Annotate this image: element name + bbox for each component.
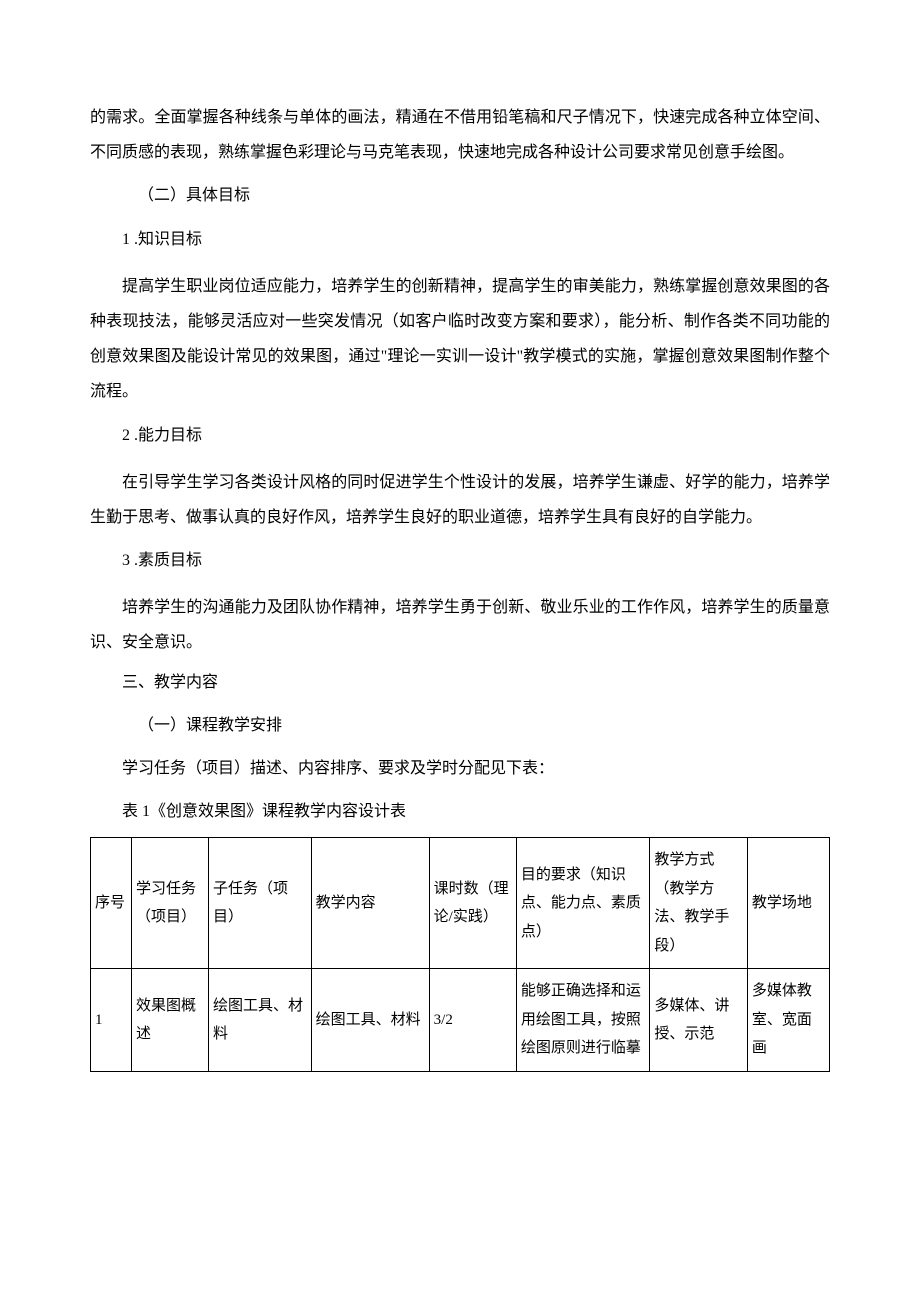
subsection-heading: （一）课程教学安排 (90, 708, 830, 743)
table-row: 1 效果图概述 绘图工具、材料 绘图工具、材料 3/2 能够正确选择和运用绘图工… (91, 969, 830, 1072)
table-header-cell: 子任务（项目） (209, 838, 312, 969)
table-header-cell: 序号 (91, 838, 132, 969)
course-content-table: 序号 学习任务（项目） 子任务（项目） 教学内容 课时数（理论/实践） 目的要求… (90, 837, 830, 1072)
subsection-heading: （二）具体目标 (90, 178, 830, 213)
body-paragraph: 培养学生的沟通能力及团队协作精神，培养学生勇于创新、敬业乐业的工作作风，培养学生… (90, 590, 830, 660)
table-cell: 3/2 (429, 969, 516, 1072)
table-cell: 1 (91, 969, 132, 1072)
table-header-row: 序号 学习任务（项目） 子任务（项目） 教学内容 课时数（理论/实践） 目的要求… (91, 838, 830, 969)
table-cell: 效果图概述 (132, 969, 209, 1072)
table-cell: 绘图工具、材料 (311, 969, 429, 1072)
table-cell: 多媒体教室、宽面画 (747, 969, 829, 1072)
body-paragraph: 在引导学生学习各类设计风格的同时促进学生个性设计的发展，培养学生谦虚、好学的能力… (90, 465, 830, 535)
body-paragraph: 提高学生职业岗位适应能力，培养学生的创新精神，提高学生的审美能力，熟练掌握创意效… (90, 269, 830, 410)
table-header-cell: 目的要求（知识点、能力点、素质点） (516, 838, 649, 969)
table-cell: 能够正确选择和运用绘图工具，按照绘图原则进行临摹 (516, 969, 649, 1072)
table-header-cell: 教学内容 (311, 838, 429, 969)
table-header-cell: 教学场地 (747, 838, 829, 969)
table-header-cell: 课时数（理论/实践） (429, 838, 516, 969)
body-paragraph: 的需求。全面掌握各种线条与单体的画法，精通在不借用铅笔稿和尺子情况下，快速完成各… (90, 100, 830, 170)
table-header-cell: 学习任务（项目） (132, 838, 209, 969)
body-paragraph: 学习任务（项目）描述、内容排序、要求及学时分配见下表： (90, 751, 830, 786)
numbered-heading: 2 .能力目标 (90, 418, 830, 453)
table-cell: 多媒体、讲授、示范 (650, 969, 748, 1072)
table-cell: 绘图工具、材料 (209, 969, 312, 1072)
section-heading: 三、教学内容 (90, 665, 830, 700)
numbered-heading: 1 .知识目标 (90, 222, 830, 257)
table-header-cell: 教学方式（教学方法、教学手段） (650, 838, 748, 969)
numbered-heading: 3 .素质目标 (90, 543, 830, 578)
table-caption: 表 1《创意效果图》课程教学内容设计表 (90, 794, 830, 829)
